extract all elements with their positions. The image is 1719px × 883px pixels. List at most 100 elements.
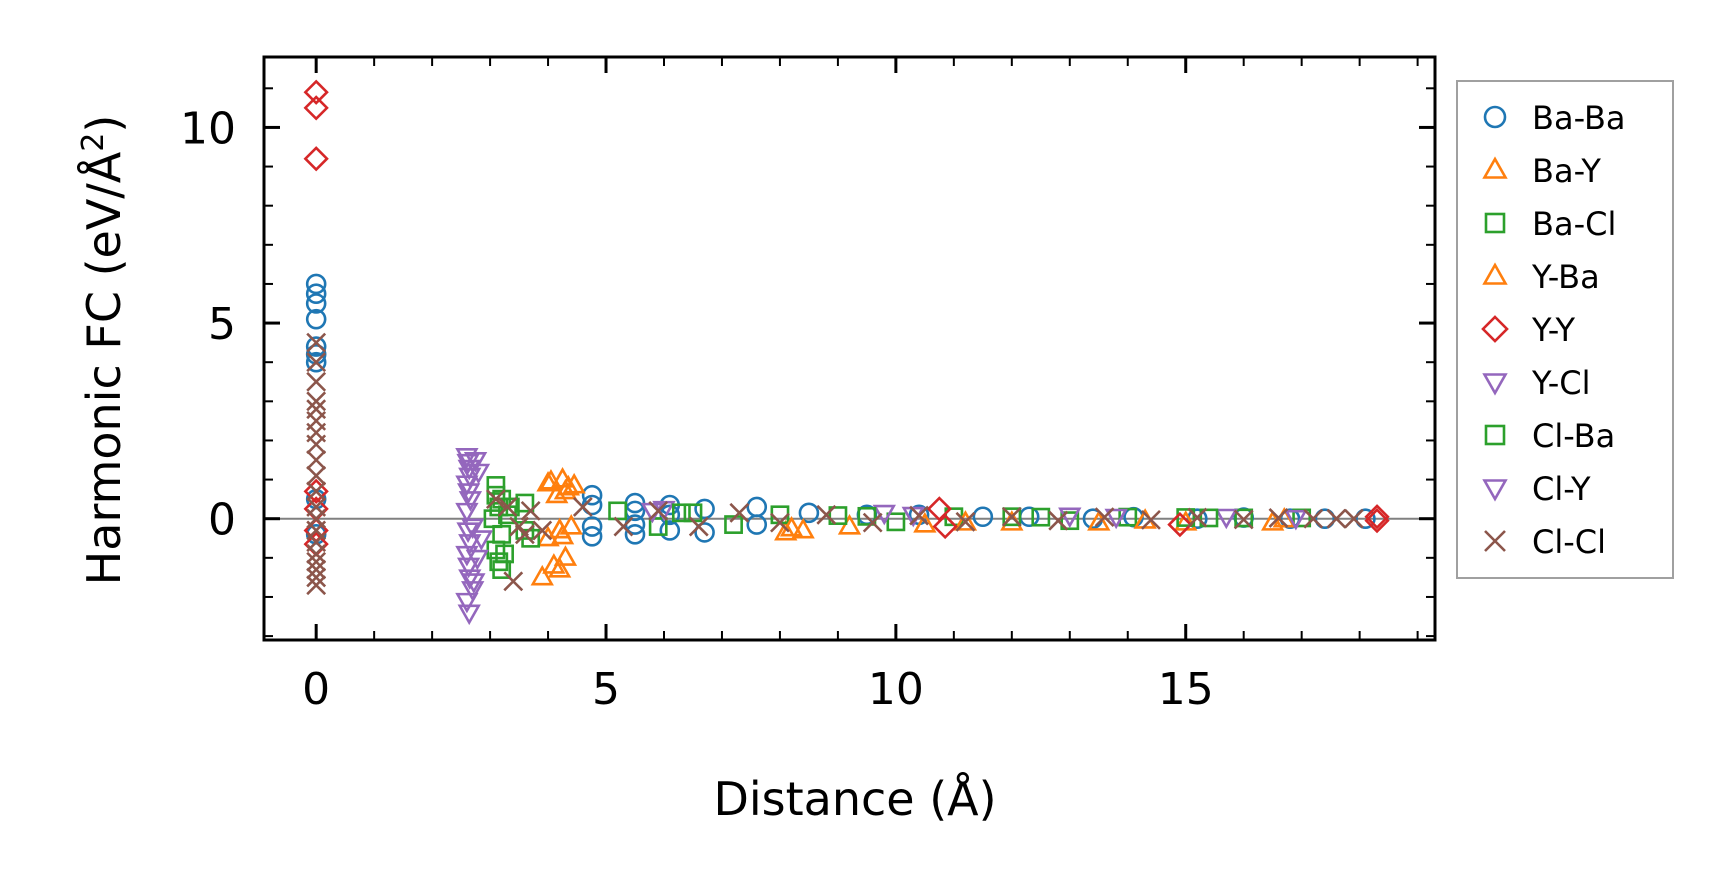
data-point [1303,508,1324,529]
data-point [503,571,524,592]
data-point [1123,506,1144,528]
data-point [1233,507,1254,528]
data-point [659,520,681,541]
data-point [955,511,976,532]
data-point [1355,508,1376,530]
data-point [581,516,603,537]
data-point [305,293,327,314]
data-point [539,468,563,490]
legend: Ba-Ba Ba-Y Ba-Cl Y-Ba Y-Y Y-Cl Cl-Ba Cl-Y Cl-Cl [1456,80,1674,579]
data-point [306,434,327,455]
data-point [492,524,512,544]
data-point [1187,507,1208,528]
y-tick-label: 5 [208,299,236,350]
data-point [694,498,715,520]
data-point [648,500,669,521]
legend-entry: Y-Ba [1482,258,1600,296]
data-point [1343,508,1364,529]
data-point [770,512,790,533]
data-point [466,463,491,485]
data-point [774,519,798,541]
legend-marker [1483,105,1507,129]
data-point [746,514,768,535]
y-tick-label: 10 [180,103,236,154]
data-point [572,497,593,517]
legend-entry: Cl-Y [1482,470,1591,508]
data-point [1118,507,1138,527]
x-tick-label: 0 [302,664,330,715]
data-point [559,513,583,535]
legend-label: Ba-Y [1532,152,1601,190]
data-point [1087,510,1111,531]
series-y-y [303,79,1390,557]
data-point [1048,510,1069,531]
data-point [862,512,883,533]
data-point [306,332,327,353]
data-point [458,534,482,555]
data-point [520,500,541,521]
legend-marker [1484,424,1506,446]
data-point [1002,507,1022,527]
data-point [1141,509,1161,530]
x-axis: 0 5 10 15 [302,57,1419,715]
legend-marker [1484,530,1506,552]
legend-entry: Y-Y [1481,311,1576,349]
data-point [953,510,978,531]
data-point [486,485,506,505]
legend-label: Ba-Cl [1532,205,1616,243]
data-point [306,575,327,596]
data-point [1268,508,1289,528]
data-point [305,351,327,373]
data-point [455,502,479,524]
data-point [306,551,327,572]
y-axis-label-superscript: 2 [76,133,111,152]
data-point [461,581,485,602]
data-point [857,506,877,526]
y-axis-label-main: Harmonic FC (eV/Å [77,151,131,585]
data-point [1104,508,1128,530]
data-point [1326,508,1347,529]
data-point [1199,508,1219,528]
data-point [306,559,327,580]
data-point [798,502,820,524]
data-point [305,273,327,295]
legend-marker [1482,373,1508,396]
data-point [608,501,628,521]
data-point [1060,511,1080,531]
data-point [913,512,937,533]
data-point [613,516,634,537]
data-point [463,451,488,473]
data-point [1364,504,1390,530]
data-point [1292,508,1312,528]
data-point [306,450,327,470]
data-point [306,465,327,486]
data-point [909,505,929,526]
data-point [816,504,837,525]
legend-entry: Y-Cl [1482,364,1591,402]
data-point [729,502,750,523]
legend-label: Ba-Ba [1532,99,1626,137]
data-point [553,478,578,500]
legend-entry: Ba-Ba [1483,99,1626,137]
data-point [303,478,329,504]
data-point [1058,507,1082,529]
data-point [581,526,603,547]
data-point [688,516,709,537]
data-point [724,515,743,534]
data-point [306,543,327,564]
data-point [306,352,327,373]
data-point [932,513,958,540]
data-point [515,493,535,513]
y-axis-label: Harmonic FC (eV/Å2) [76,115,132,586]
data-point [489,552,509,572]
data-point [532,520,553,541]
data-point [458,491,483,512]
data-point [547,557,572,578]
y-tick-label: 0 [208,495,236,546]
data-point [1167,511,1193,538]
data-point [1233,509,1254,530]
data-point [550,523,575,545]
data-point [455,448,479,469]
data-point [305,308,327,330]
data-point [461,518,485,540]
